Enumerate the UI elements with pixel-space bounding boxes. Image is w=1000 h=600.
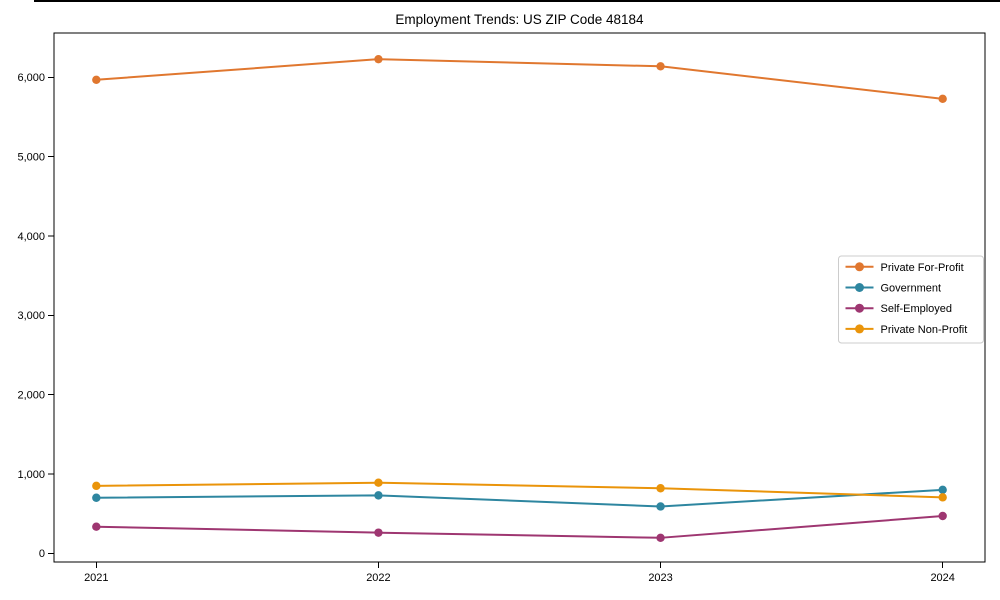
y-axis-tick-label: 0 (39, 548, 45, 560)
data-point-marker-private-non-profit (938, 493, 947, 502)
window-top-edge (34, 0, 1000, 2)
series-line-self-employed (96, 515, 943, 539)
y-axis-tick-label: 5,000 (17, 152, 45, 164)
legend-box (838, 255, 984, 344)
legend-entry-label-self-employed: Self-Employed (881, 303, 953, 315)
data-point-marker-government (92, 493, 101, 502)
data-point-marker-government (938, 485, 947, 495)
data-point-marker-government (374, 491, 383, 500)
legend-entry-label-government: Government (881, 283, 942, 295)
y-axis-tick-label: 6,000 (17, 72, 45, 84)
legend-marker-icon-private-for-profit (855, 262, 864, 272)
x-axis-tick-label: 2022 (366, 572, 390, 584)
x-axis-tick-label: 2023 (648, 572, 672, 584)
legend-entry-label-private-for-profit: Private For-Profit (881, 262, 964, 274)
y-axis-tick-label: 4,000 (17, 231, 45, 243)
y-axis-tick-label: 2,000 (17, 389, 45, 401)
series-line-private-for-profit (96, 58, 943, 100)
series-line-private-non-profit (96, 481, 943, 499)
data-point-marker-self-employed (656, 533, 665, 543)
data-point-marker-private-non-profit (92, 481, 101, 491)
data-point-marker-private-for-profit (374, 54, 383, 64)
y-axis-tick-label: 1,000 (17, 469, 45, 481)
data-point-marker-self-employed (374, 528, 383, 537)
legend-marker-icon-government (855, 283, 864, 292)
data-point-marker-self-employed (938, 511, 947, 521)
x-axis-tick-label: 2024 (930, 572, 954, 584)
x-axis-tick-label: 2021 (84, 572, 108, 584)
data-point-marker-private-non-profit (374, 478, 383, 487)
data-point-marker-private-for-profit (92, 75, 101, 84)
legend-marker-icon-private-non-profit (855, 324, 864, 334)
series-line-government (96, 488, 943, 508)
data-point-marker-self-employed (92, 522, 101, 531)
data-point-marker-private-non-profit (656, 484, 665, 493)
plot-area-border (53, 32, 986, 563)
data-point-marker-private-for-profit (656, 62, 665, 71)
plot-area: 0 1,000 2,000 3,000 4,000 5,000 6,000 2021 2022 2… (17, 32, 986, 584)
legend-marker-icon-self-employed (855, 303, 864, 313)
data-point-marker-private-for-profit (938, 94, 947, 104)
legend-entry-label-private-non-profit: Private Non-Profit (881, 324, 968, 336)
y-axis-tick-label: 3,000 (17, 310, 45, 322)
chart-title: Employment Trends: US ZIP Code 48184 (395, 12, 644, 27)
data-point-marker-government (656, 502, 665, 511)
